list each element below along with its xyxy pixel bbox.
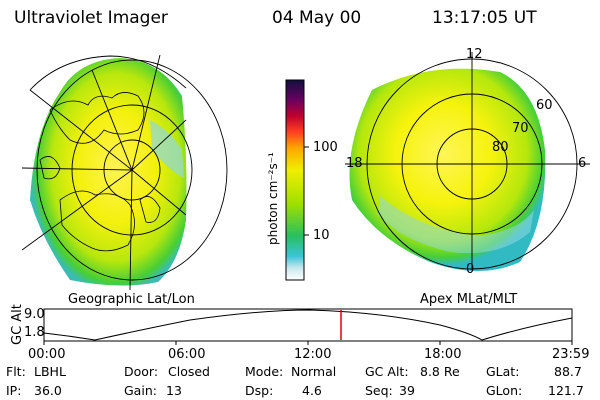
apex-panel-label: Apex MLat/MLT	[420, 292, 518, 307]
coastline	[49, 92, 145, 144]
colorbar	[285, 79, 305, 281]
time-label: 13:17:05 UT	[432, 8, 537, 28]
filter-value: LBHL	[34, 364, 66, 379]
filter-label: Flt:	[6, 364, 26, 379]
glon-label: GLon:	[486, 383, 523, 398]
orbit-ylabel: GC Alt	[10, 304, 25, 345]
mlat-tick-80: 80	[492, 140, 509, 155]
glat-value: 88.7	[554, 364, 582, 379]
orbit-xtick-1800: 18:00	[424, 347, 462, 362]
mlt-tick-12: 12	[466, 47, 483, 62]
door-label: Door:	[124, 364, 159, 379]
orbit-ytick-max: 9.0	[24, 307, 45, 322]
gain-value: 13	[166, 383, 182, 398]
altitude-curve	[43, 309, 573, 341]
gain-label: Gain:	[124, 383, 157, 398]
instrument-title: Ultraviolet Imager	[14, 8, 168, 28]
orbit-ytick-min: 1.8	[24, 325, 45, 340]
geo-panel-label: Geographic Lat/Lon	[68, 292, 195, 307]
mlat-tick-60: 60	[536, 98, 553, 113]
glat-label: GLat:	[486, 364, 520, 379]
mlt-tick-0: 0	[466, 262, 475, 277]
colorbar-tick-100: 100	[313, 140, 338, 155]
door-value: Closed	[168, 364, 210, 379]
orbit-xtick-2359: 23:59	[552, 347, 590, 362]
orbit-xtick-1200: 12:00	[294, 347, 332, 362]
apex-grid	[345, 52, 590, 270]
mlat-tick-70: 70	[512, 121, 529, 136]
ip-label: IP:	[6, 383, 22, 398]
gcalt-label: GC Alt:	[365, 364, 409, 379]
ip-value: 36.0	[34, 383, 62, 398]
gcalt-value: 8.8 Re	[420, 364, 460, 379]
colorbar-tick-10: 10	[313, 228, 330, 243]
dsp-label: Dsp:	[245, 383, 274, 398]
geo-emission-region	[30, 58, 187, 286]
mlt-tick-18: 18	[346, 156, 363, 171]
date-label: 04 May 00	[272, 8, 362, 28]
orbit-xtick-0000: 00:00	[28, 347, 66, 362]
seq-value: 39	[399, 383, 415, 398]
mode-label: Mode:	[245, 364, 284, 379]
mlt-tick-6: 6	[578, 156, 587, 171]
dsp-value: 4.6	[302, 383, 322, 398]
glon-value: 121.7	[548, 383, 584, 398]
mode-value: Normal	[291, 364, 337, 379]
orbit-xtick-0600: 06:00	[168, 347, 206, 362]
lat-lon-grid	[21, 54, 228, 291]
seq-label: Seq:	[365, 383, 393, 398]
